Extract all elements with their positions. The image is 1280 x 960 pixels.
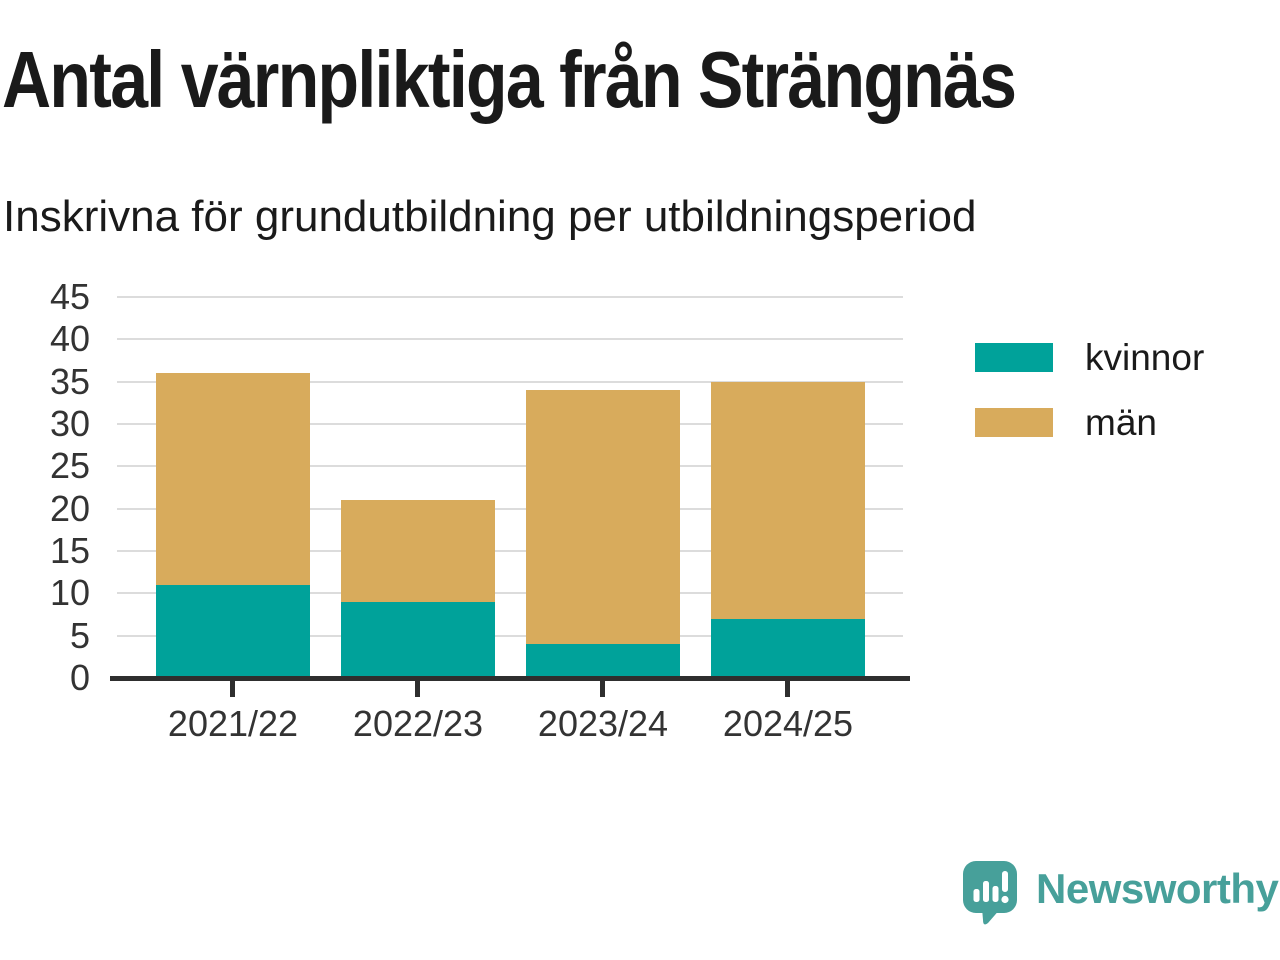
x-axis-line: [110, 676, 910, 681]
legend-label: kvinnor: [1085, 337, 1205, 378]
bar-segment-kvinnor: [156, 585, 310, 678]
y-tick-label: 5: [69, 615, 90, 656]
y-tick-label: 25: [49, 445, 90, 486]
gridline-40: [117, 338, 903, 340]
chart-title: Antal värnpliktiga från Strängnäs: [2, 35, 1017, 124]
gridline-10: [117, 592, 903, 594]
bar-segment-kvinnor: [526, 644, 680, 678]
bar-segment-män: [341, 500, 495, 602]
chart-legend: kvinnor män: [975, 339, 1204, 469]
gridline-20: [117, 508, 903, 510]
bar-segment-män: [156, 373, 310, 585]
bar-segment-män: [711, 382, 865, 619]
x-tick: [785, 681, 790, 697]
gridline-5: [117, 635, 903, 637]
y-tick-label: 40: [49, 318, 90, 359]
y-tick-label: 0: [69, 657, 90, 698]
x-tick: [415, 681, 420, 697]
x-tick: [230, 681, 235, 697]
legend-label: män: [1085, 402, 1157, 443]
x-tick-label: 2024/25: [722, 703, 854, 744]
legend-swatch-kvinnor: [975, 343, 1053, 372]
gridline-45: [117, 296, 903, 298]
newsworthy-logo-text: Newsworthy: [1036, 865, 1279, 912]
x-tick-label: 2022/23: [352, 703, 484, 744]
legend-item-män: män: [975, 404, 1204, 441]
chart-subtitle: Inskrivna för grundutbildning per utbild…: [3, 192, 977, 241]
gridline-30: [117, 423, 903, 425]
x-tick: [600, 681, 605, 697]
bar-segment-män: [526, 390, 680, 644]
gridline-25: [117, 465, 903, 467]
newsworthy-logo: Newsworthy: [962, 860, 1279, 926]
legend-item-kvinnor: kvinnor: [975, 339, 1204, 376]
y-tick-label: 45: [49, 276, 90, 317]
y-tick-label: 15: [49, 530, 90, 571]
gridline-35: [117, 381, 903, 383]
bar-segment-kvinnor: [341, 602, 495, 678]
y-tick-label: 30: [49, 403, 90, 444]
x-tick-label: 2021/22: [167, 703, 299, 744]
y-tick-label: 10: [49, 572, 90, 613]
newsworthy-logo-icon: [963, 861, 1017, 925]
gridline-15: [117, 550, 903, 552]
legend-swatch-män: [975, 408, 1053, 437]
y-tick-label: 20: [49, 488, 90, 529]
y-tick-label: 35: [49, 361, 90, 402]
bar-segment-kvinnor: [711, 619, 865, 678]
x-tick-label: 2023/24: [537, 703, 669, 744]
